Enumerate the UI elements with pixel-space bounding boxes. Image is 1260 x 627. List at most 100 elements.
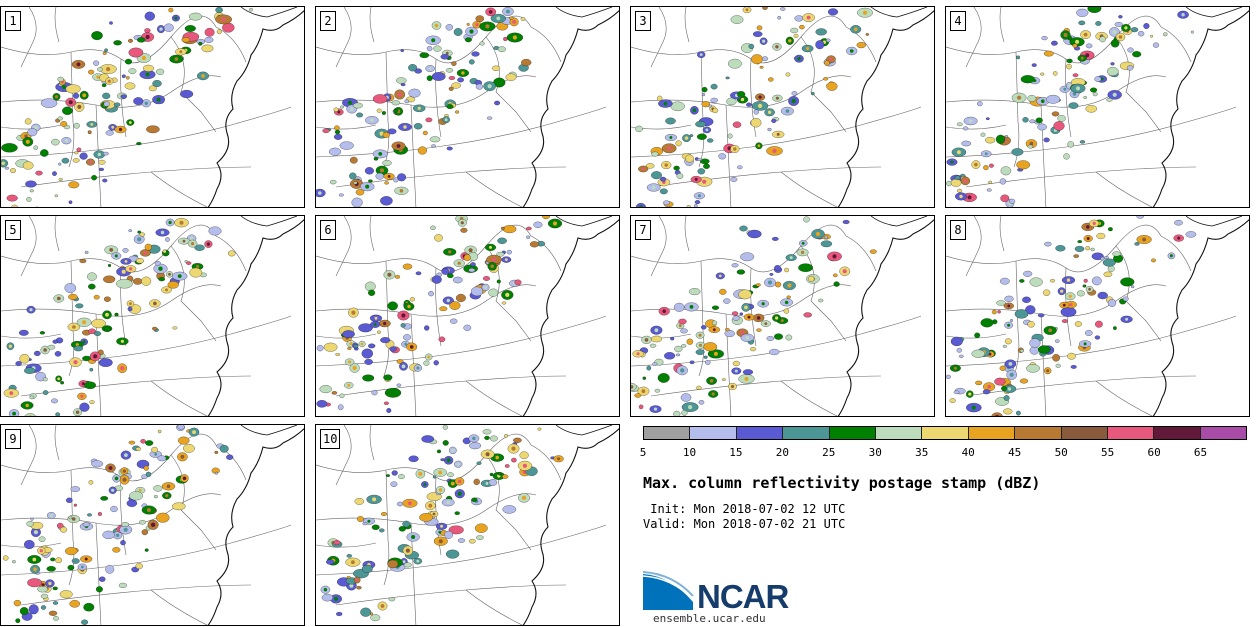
state-border	[1, 284, 222, 317]
storm-cell	[88, 480, 94, 485]
storm-cell	[694, 204, 698, 207]
storm-cell	[356, 586, 362, 590]
storm-cell	[1150, 34, 1154, 38]
storm-core	[772, 148, 777, 153]
storm-cell	[380, 337, 391, 344]
storm-cell	[137, 230, 142, 234]
storm-cell	[376, 108, 382, 113]
storm-cell	[339, 393, 345, 399]
storm-core	[150, 522, 156, 527]
storm-core	[109, 248, 114, 252]
storm-cell	[774, 333, 783, 340]
storm-core	[438, 488, 443, 492]
storm-cell	[502, 474, 509, 479]
storm-core	[114, 254, 118, 258]
colorbar-tick-label: 25	[822, 446, 836, 459]
storm-cell	[201, 44, 214, 53]
storm-cell	[1102, 258, 1116, 267]
storm-cell	[1046, 94, 1061, 104]
storm-cell	[739, 225, 748, 232]
storm-cell	[479, 41, 485, 46]
storm-cell	[144, 11, 155, 21]
state-border	[780, 380, 838, 416]
state-border	[1115, 36, 1162, 133]
storm-core	[165, 288, 168, 292]
storm-cell	[319, 385, 332, 394]
storm-cell	[798, 263, 813, 272]
valid-time: Valid: Mon 2018-07-02 21 UTC	[643, 517, 846, 531]
storm-cell	[428, 290, 434, 297]
storm-cell	[769, 348, 780, 356]
storm-core	[484, 285, 487, 289]
storm-cell	[950, 336, 963, 347]
storm-cell	[1091, 276, 1102, 286]
storm-core	[123, 527, 128, 532]
storm-cell	[33, 145, 39, 150]
storm-cell	[752, 31, 763, 37]
storm-cell	[42, 390, 49, 395]
storm-cell	[451, 61, 457, 66]
storm-cell	[504, 464, 510, 468]
storm-cell	[316, 344, 324, 352]
storm-core	[107, 79, 111, 83]
storm-core	[446, 500, 450, 505]
storm-cell	[464, 37, 472, 43]
storm-cell	[1014, 309, 1029, 319]
storm-cell	[737, 91, 746, 98]
state-border	[800, 36, 847, 133]
storm-core	[651, 185, 656, 190]
storm-cell	[336, 611, 343, 617]
storm-cell	[1072, 43, 1078, 48]
storm-cell	[98, 159, 106, 165]
storm-cell	[497, 46, 506, 53]
storm-core	[699, 53, 703, 56]
storm-cell	[434, 234, 443, 242]
lake-shore	[870, 216, 928, 227]
storm-cell	[81, 619, 89, 625]
storm-core	[57, 296, 61, 301]
storm-core	[144, 101, 148, 106]
storm-core	[1072, 92, 1077, 96]
figure-title: Max. column reflectivity postage stamp (…	[643, 474, 1041, 492]
storm-cell	[657, 373, 670, 383]
storm-cell	[362, 374, 375, 382]
storm-cell	[1009, 319, 1014, 322]
storm-cell	[739, 312, 744, 316]
storm-cell	[790, 27, 799, 34]
storm-cell	[842, 219, 850, 225]
storm-cell	[681, 344, 687, 348]
storm-cell	[1060, 306, 1077, 317]
storm-cell	[1185, 231, 1197, 238]
storm-cell	[999, 365, 1006, 371]
storm-cell	[162, 249, 167, 254]
storm-cell	[141, 529, 148, 536]
storm-core	[511, 446, 516, 451]
storm-cell	[1029, 277, 1043, 287]
storm-core	[694, 177, 698, 181]
storm-cell	[375, 172, 385, 180]
storm-cell	[823, 77, 829, 81]
storm-cell	[54, 194, 58, 198]
storm-cell	[334, 129, 341, 135]
storm-cell	[47, 344, 56, 350]
storm-cell	[695, 349, 705, 355]
storm-core	[159, 27, 163, 31]
storm-core	[1086, 237, 1090, 240]
storm-cell	[635, 125, 643, 133]
storm-cell	[537, 427, 542, 431]
storm-cell	[361, 348, 373, 359]
storm-cell	[79, 258, 87, 264]
storm-cell	[393, 109, 399, 113]
storm-cell	[526, 226, 532, 231]
storm-core	[688, 405, 693, 410]
storm-core	[418, 471, 423, 476]
storm-core	[472, 436, 476, 441]
state-border	[20, 216, 37, 277]
storm-core	[1177, 236, 1181, 240]
storm-cell	[695, 120, 706, 128]
member-number: 9	[5, 429, 21, 449]
storm-core	[403, 125, 407, 129]
storm-cell	[181, 37, 191, 43]
storm-core	[1086, 225, 1090, 229]
storm-cell	[135, 447, 142, 451]
